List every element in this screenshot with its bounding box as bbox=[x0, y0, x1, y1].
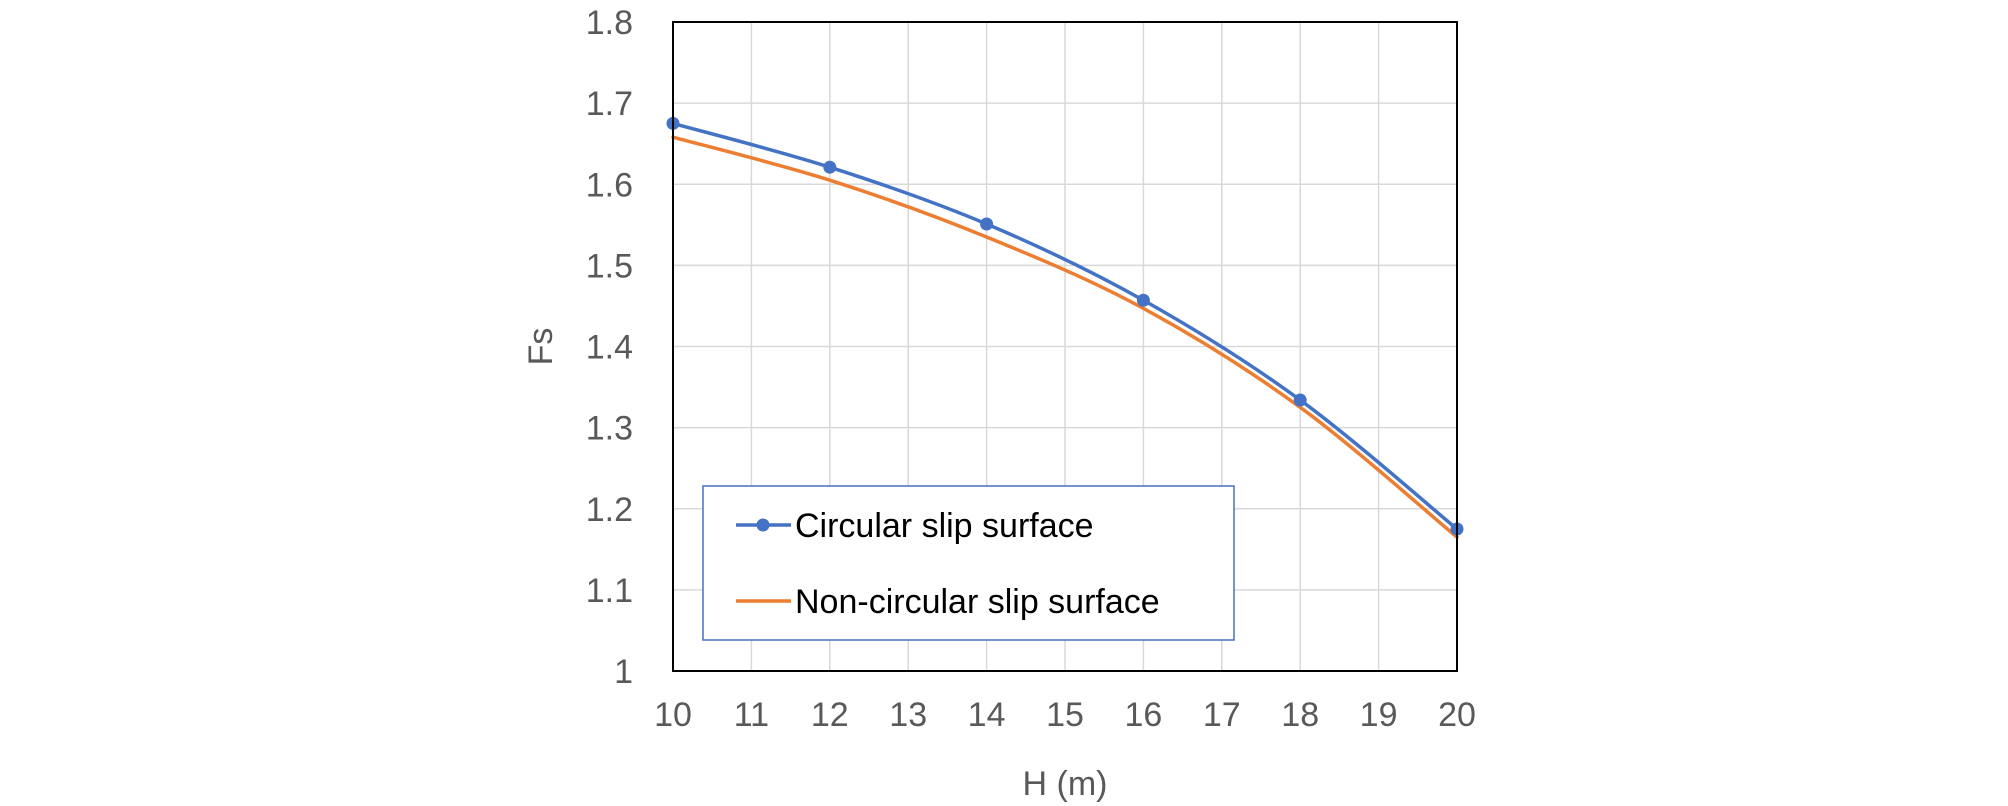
y-tick-label: 1.3 bbox=[586, 410, 633, 448]
x-tick-label: 13 bbox=[889, 696, 927, 734]
series-layer bbox=[666, 116, 1464, 539]
legend-marker bbox=[756, 518, 770, 532]
plot-frame bbox=[672, 21, 1458, 672]
x-tick-label: 20 bbox=[1438, 696, 1476, 734]
x-tick-labels: 10 11 12 13 14 15 16 17 18 19 20 bbox=[654, 696, 1476, 734]
data-point bbox=[823, 160, 837, 174]
y-tick-labels: 1 1.1 1.2 1.3 1.4 1.5 1.6 1.7 1.8 bbox=[586, 4, 633, 691]
data-point bbox=[980, 217, 994, 231]
x-tick-label: 10 bbox=[654, 696, 692, 734]
series-line bbox=[671, 135, 1459, 539]
series-2 bbox=[671, 135, 1459, 539]
x-tick-label: 18 bbox=[1281, 696, 1319, 734]
x-tick-label: 19 bbox=[1360, 696, 1398, 734]
legend-item: Circular slip surface bbox=[736, 507, 1094, 545]
data-point bbox=[1136, 293, 1150, 307]
y-axis-title: Fs bbox=[522, 328, 560, 366]
x-tick-label: 12 bbox=[811, 696, 849, 734]
y-tick-label: 1.8 bbox=[586, 4, 633, 42]
x-tick-label: 16 bbox=[1124, 696, 1162, 734]
x-tick-label: 11 bbox=[734, 696, 769, 734]
series-line bbox=[671, 121, 1459, 531]
legend-label: Non-circular slip surface bbox=[795, 583, 1160, 621]
legend-item: Non-circular slip surface bbox=[736, 583, 1160, 621]
legend: Circular slip surface Non-circular slip s… bbox=[702, 485, 1235, 641]
x-tick-label: 15 bbox=[1046, 696, 1084, 734]
x-tick-label: 17 bbox=[1203, 696, 1241, 734]
data-point bbox=[1293, 393, 1307, 407]
legend-label: Circular slip surface bbox=[795, 507, 1094, 545]
legend-box bbox=[702, 485, 1235, 641]
y-tick-label: 1.4 bbox=[586, 329, 633, 367]
x-axis-title: H (m) bbox=[1023, 765, 1108, 803]
y-tick-label: 1.1 bbox=[586, 572, 633, 610]
y-tick-label: 1.5 bbox=[586, 247, 633, 285]
y-tick-label: 1 bbox=[614, 653, 633, 691]
y-tick-label: 1.7 bbox=[586, 85, 633, 123]
x-tick-label: 14 bbox=[968, 696, 1006, 734]
y-tick-label: 1.6 bbox=[586, 166, 633, 204]
y-tick-label: 1.2 bbox=[586, 491, 633, 529]
